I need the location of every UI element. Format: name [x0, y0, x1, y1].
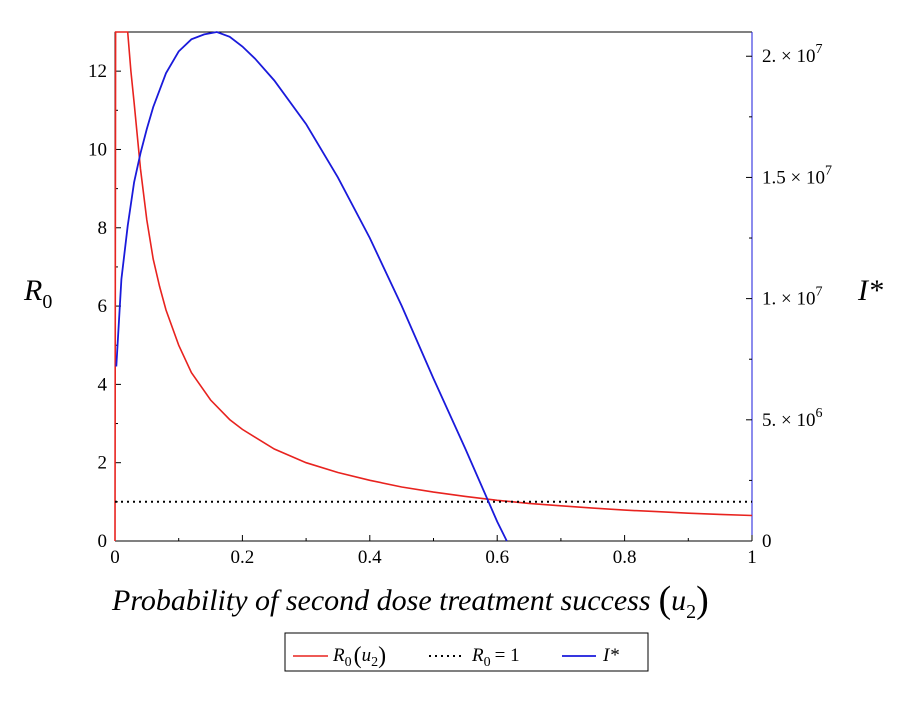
left-axis-label-sub: 0	[42, 291, 52, 313]
x-tick-label: 1	[747, 547, 757, 568]
left-tick-label: 4	[98, 374, 108, 395]
x-axis-label-paren-open: (	[659, 579, 672, 621]
x-axis-ticks: 0 0.2 0.4 0.6 0.8 1	[110, 535, 757, 568]
left-tick-label: 0	[98, 531, 108, 552]
legend-label-r0-equals-1: R0 = 1	[471, 645, 520, 670]
right-tick-label: 2. × 107	[762, 42, 822, 67]
x-tick-label: 0.2	[231, 547, 255, 568]
right-tick-label: 5. × 106	[762, 406, 822, 431]
left-tick-label: 12	[88, 61, 107, 82]
left-axis-ticks: 0 2 4 6 8 10 12	[88, 61, 121, 552]
left-axis-label-symbol: R	[23, 274, 42, 307]
right-tick-label: 1. × 107	[762, 285, 822, 310]
right-axis-ticks: 0 5. × 106 1. × 107 1.5 × 107 2. × 107	[746, 42, 832, 552]
x-axis-label: Probability of second dose treatment suc…	[111, 579, 709, 623]
left-tick-label: 8	[98, 218, 108, 239]
x-tick-label: 0.4	[358, 547, 382, 568]
right-axis-label: I*	[857, 274, 883, 307]
x-axis-label-symbol: u	[671, 584, 686, 617]
series-r0-line	[114, 31, 753, 542]
plot-area	[114, 31, 753, 542]
x-tick-label: 0.6	[485, 547, 509, 568]
x-axis-label-text: Probability of second dose treatment suc…	[111, 584, 651, 617]
figure-caption: ... of R₀ and the dynamics of I* ... the…	[130, 694, 570, 711]
legend-label-istar: I*	[602, 645, 619, 666]
right-tick-label: 0	[762, 531, 772, 552]
x-axis-label-sub: 2	[686, 601, 696, 623]
left-tick-label: 10	[88, 139, 107, 160]
left-axis-label: R0	[23, 274, 52, 313]
legend-label-r0: R0(u2)	[332, 643, 386, 670]
series-istar-line	[115, 31, 508, 542]
x-axis-label-paren-close: )	[696, 579, 709, 621]
right-tick-label: 1.5 × 107	[762, 163, 832, 188]
legend-box	[284, 632, 649, 672]
x-tick-label: 0	[110, 547, 120, 568]
left-tick-label: 2	[98, 453, 108, 474]
legend: R0(u2) R0 = 1 I*	[284, 632, 649, 672]
x-tick-label: 0.8	[613, 547, 637, 568]
left-tick-label: 6	[98, 296, 108, 317]
